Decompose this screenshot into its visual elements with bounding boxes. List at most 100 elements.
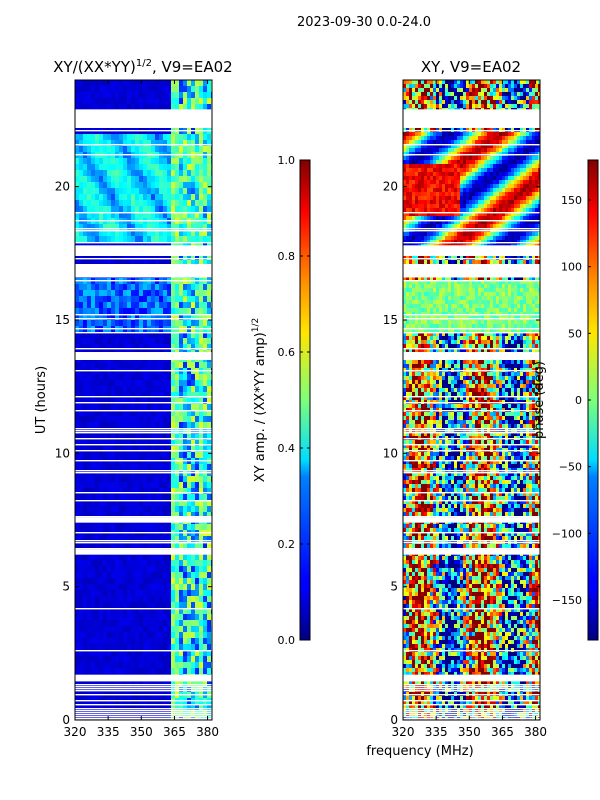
left-heatmap-cell: [95, 284, 100, 291]
left-heatmap-cell: [203, 704, 208, 711]
left-heatmap-cell: [183, 164, 188, 171]
left-heatmap-cell: [103, 662, 108, 669]
left-colorbar-label-main: XY amp. / (XX*YY amp): [253, 332, 268, 482]
left-heatmap-cell: [199, 194, 204, 201]
right-heatmap-cell: [421, 212, 425, 217]
left-heatmap-cell: [115, 608, 120, 615]
left-heatmap-cell: [163, 650, 168, 657]
left-heatmap-cell: [203, 140, 208, 147]
left-heatmap-cell: [123, 164, 128, 171]
left-heatmap-cell: [199, 374, 204, 381]
left-heatmap-cell: [139, 230, 144, 237]
right-heatmap-cell: [415, 308, 419, 313]
left-heatmap-cell: [147, 164, 152, 171]
left-heatmap-cell: [183, 206, 188, 213]
left-heatmap-cell: [107, 680, 112, 687]
left-heatmap-cell: [175, 662, 180, 669]
right-heatmap-cell: [406, 668, 410, 673]
left-heatmap-cell: [127, 302, 132, 309]
left-heatmap-cell: [147, 584, 152, 591]
left-heatmap-cell: [139, 344, 144, 351]
left-heatmap-cell: [79, 506, 84, 513]
left-heatmap-cell: [147, 80, 152, 87]
right-heatmap-cell: [409, 328, 413, 333]
left-heatmap-cell: [175, 338, 180, 345]
right-heatmap-cell: [412, 424, 416, 429]
left-heatmap-cell: [123, 536, 128, 543]
left-heatmap-cell: [151, 464, 156, 471]
left-heatmap-cell: [123, 446, 128, 453]
left-heatmap-cell: [87, 338, 92, 345]
left-heatmap-cell: [111, 260, 116, 267]
left-heatmap-cell: [87, 398, 92, 405]
left-heatmap-cell: [143, 338, 148, 345]
left-heatmap-cell: [159, 320, 164, 327]
right-heatmap-cell: [403, 280, 407, 285]
right-heatmap-cell: [415, 364, 419, 369]
left-heatmap-cell: [191, 404, 196, 411]
left-heatmap-cell: [171, 656, 176, 663]
right-heatmap-cell: [412, 404, 416, 409]
left-heatmap-cell: [111, 164, 116, 171]
right-heatmap-cell: [403, 80, 407, 85]
left-heatmap-cell: [159, 380, 164, 387]
left-flagged-row: [75, 694, 212, 696]
left-heatmap-cell: [175, 344, 180, 351]
right-heatmap-cell: [412, 592, 416, 597]
left-heatmap-cell: [195, 524, 200, 531]
left-heatmap-cell: [171, 182, 176, 189]
left-heatmap-cell: [135, 560, 140, 567]
left-heatmap-cell: [175, 80, 180, 87]
left-heatmap-cell: [155, 320, 160, 327]
left-heatmap-cell: [135, 620, 140, 627]
left-heatmap-cell: [107, 206, 112, 213]
right-heatmap-cell: [406, 232, 410, 237]
left-heatmap-cell: [79, 374, 84, 381]
left-heatmap-cell: [155, 194, 160, 201]
left-heatmap-cell: [83, 578, 88, 585]
left-heatmap-cell: [91, 284, 96, 291]
right-heatmap-cell: [406, 480, 410, 485]
left-heatmap-cell: [187, 284, 192, 291]
left-heatmap-cell: [143, 476, 148, 483]
left-flagged-row: [75, 608, 212, 610]
left-heatmap-cell: [119, 572, 124, 579]
left-heatmap-cell: [147, 302, 152, 309]
left-heatmap-cell: [191, 314, 196, 321]
left-heatmap-cell: [119, 188, 124, 195]
right-heatmap-cell: [421, 308, 425, 313]
left-heatmap-cell: [103, 602, 108, 609]
left-heatmap-cell: [147, 440, 152, 447]
right-heatmap-cell: [412, 576, 416, 581]
left-heatmap-cell: [163, 182, 168, 189]
left-heatmap-cell: [123, 146, 128, 153]
left-heatmap-cell: [119, 602, 124, 609]
left-heatmap-cell: [95, 644, 100, 651]
left-heatmap-cell: [195, 566, 200, 573]
right-heatmap-cell: [415, 464, 419, 469]
left-heatmap-cell: [147, 242, 152, 249]
left-heatmap-cell: [111, 236, 116, 243]
left-heatmap-cell: [131, 284, 136, 291]
left-heatmap-cell: [135, 362, 140, 369]
left-heatmap-cell: [143, 308, 148, 315]
right-heatmap-cell: [403, 176, 407, 181]
left-heatmap-cell: [131, 386, 136, 393]
left-flagged-row: [75, 516, 212, 518]
left-heatmap-cell: [99, 380, 104, 387]
left-heatmap-cell: [131, 476, 136, 483]
left-heatmap-cell: [167, 188, 172, 195]
left-heatmap-cell: [75, 602, 80, 609]
left-heatmap-cell: [159, 332, 164, 339]
left-heatmap-cell: [87, 500, 92, 507]
right-heatmap-cell: [406, 224, 410, 229]
left-heatmap-cell: [83, 416, 88, 423]
left-heatmap-cell: [99, 440, 104, 447]
left-heatmap-cell: [103, 656, 108, 663]
left-heatmap-cell: [203, 224, 208, 231]
left-heatmap-cell: [159, 386, 164, 393]
left-heatmap-cell: [147, 512, 152, 519]
left-heatmap-cell: [135, 308, 140, 315]
right-heatmap-cell: [412, 644, 416, 649]
right-heatmap-cell: [415, 488, 419, 493]
